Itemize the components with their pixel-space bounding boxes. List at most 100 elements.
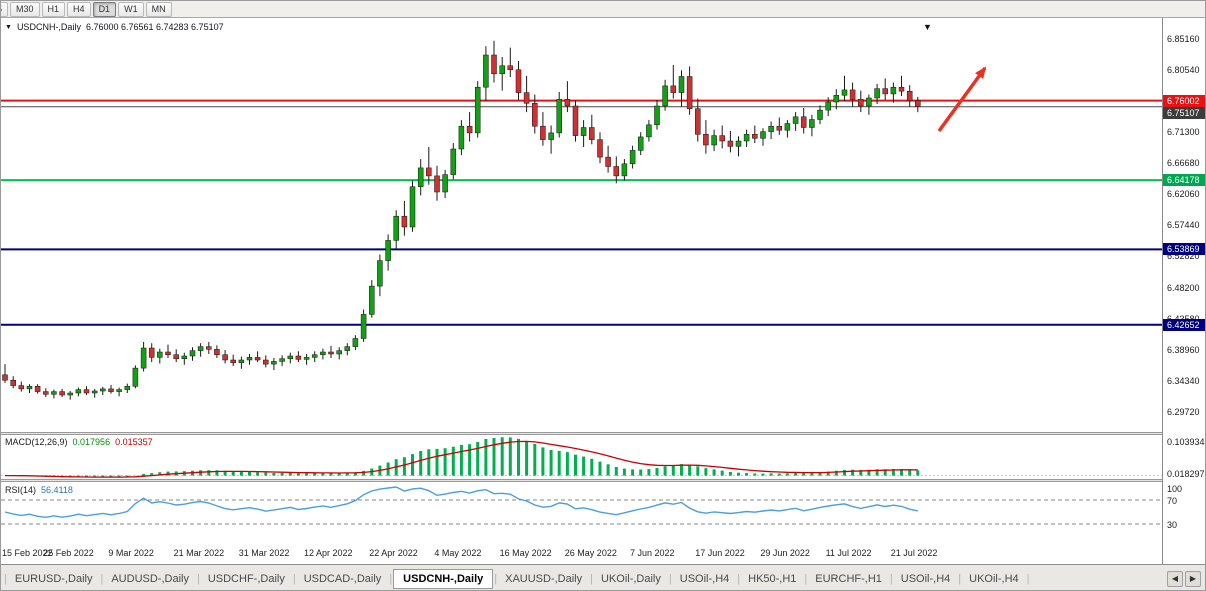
timeframe-button-5[interactable]: 5 [1, 1, 9, 17]
candle [181, 352, 188, 365]
chart-tab-XAUUSDDaily[interactable]: XAUUSD-,Daily [505, 572, 583, 585]
candle [833, 89, 840, 110]
candle [360, 309, 367, 342]
date-tick: 31 Mar 2022 [238, 548, 290, 558]
date-tick: 22 Apr 2022 [369, 548, 418, 558]
chart-tab-USOilH4[interactable]: USOil-,H4 [900, 572, 951, 585]
chart-tab-HK50H1[interactable]: HK50-,H1 [748, 572, 797, 585]
candle [124, 383, 131, 393]
rsi-panel-canvas[interactable] [1, 482, 1162, 542]
chart-tab-UKOilH4[interactable]: UKOil-,H4 [969, 572, 1019, 585]
candle [727, 130, 734, 153]
candle [466, 112, 473, 142]
macd-axis-label: 0.103934 [1167, 437, 1205, 447]
candle [564, 81, 571, 113]
tab-separator: | [4, 572, 7, 585]
rsi-value: 56.4118 [41, 485, 73, 495]
candle [915, 96, 921, 113]
timeframe-button-W1[interactable]: W1 [118, 1, 144, 17]
panel-divider[interactable] [1, 432, 1205, 435]
price-tick: 6.62060 [1167, 189, 1200, 200]
macd-label: MACD(12,26,9) 0.017956 0.015357 [5, 437, 153, 447]
candle [450, 143, 457, 180]
price-tick: 6.57440 [1167, 220, 1200, 231]
chart-symbol-label: USDCNH-,Daily [16, 22, 81, 32]
candle [523, 75, 530, 113]
price-tick: 6.38960 [1167, 344, 1200, 355]
timeframe-button-H1[interactable]: H1 [41, 1, 66, 17]
candle [10, 376, 16, 389]
candle [800, 108, 807, 134]
candle [743, 129, 750, 147]
date-tick: 15 Feb 2022 [2, 548, 53, 558]
candle [43, 388, 49, 397]
candle [222, 350, 228, 364]
candle [279, 355, 285, 367]
candle [866, 94, 872, 115]
chart-tab-AUDUSDDaily[interactable]: AUDUSD-,Daily [111, 572, 189, 585]
candle [695, 98, 701, 142]
price-tick: 6.52820 [1167, 251, 1200, 262]
candle [589, 114, 595, 145]
tab-separator: | [804, 572, 808, 585]
candle [26, 384, 33, 393]
candle [874, 83, 880, 104]
candle [393, 210, 399, 250]
candle [670, 65, 677, 99]
panel-divider[interactable] [1, 479, 1205, 482]
tab-separator: | [292, 572, 296, 585]
candle [629, 145, 636, 169]
candle [654, 100, 660, 130]
macd-main-value: 0.017956 [72, 437, 111, 447]
candle [18, 381, 25, 392]
candle [515, 61, 522, 100]
chart-ohlc-values: 6.76000 6.76561 6.74283 6.75107 [85, 22, 224, 32]
price-axis[interactable]: 6.85160 6.80540 6.71300 6.66680 6.62060 6.574… [1162, 18, 1205, 564]
candle [483, 46, 489, 102]
chart-tab-EURCHFH1[interactable]: EURCHF-,H1 [815, 572, 882, 585]
chart-tab-UKOilDaily[interactable]: UKOil-,Daily [600, 572, 661, 585]
candle [556, 91, 562, 138]
tab-scroll-left-button[interactable]: ◀ [1167, 570, 1183, 587]
candle [157, 348, 163, 364]
timeframe-toolbar: 5M30H1H4D1W1MN [1, 1, 1205, 18]
chart-tab-USDCNHDaily[interactable]: USDCNH-,Daily [393, 568, 494, 589]
timeframe-button-M30[interactable]: M30 [10, 1, 40, 17]
trend-arrow[interactable] [937, 66, 987, 133]
candle [572, 100, 579, 142]
date-axis[interactable]: 15 Feb 2022 25 Feb 2022 9 Mar 2022 21 Mar 2… [1, 542, 1162, 564]
date-tick: 17 Jun 2022 [695, 548, 745, 558]
price-chart-canvas[interactable]: ▼ [1, 18, 1162, 432]
candle [662, 79, 668, 111]
candle [760, 128, 766, 146]
candle [67, 391, 73, 400]
price-badge: 6.42652 [1163, 318, 1205, 331]
tab-scroll-right-button[interactable]: ▶ [1185, 570, 1201, 587]
timeframe-button-MN[interactable]: MN [145, 1, 172, 17]
date-tick: 12 Apr 2022 [304, 548, 353, 558]
candle [59, 388, 65, 397]
candle [34, 384, 41, 394]
chart-tab-USDCHFDaily[interactable]: USDCHF-,Daily [207, 572, 285, 585]
price-tick: 6.85160 [1167, 34, 1200, 45]
tab-separator: | [590, 572, 593, 585]
candle [344, 343, 351, 356]
price-badge: 6.76002 [1163, 94, 1205, 107]
date-tick: 25 Feb 2022 [43, 548, 94, 558]
candle [83, 386, 90, 395]
candle [132, 365, 139, 389]
candle [108, 384, 114, 394]
tab-separator: | [668, 572, 672, 585]
date-tick: 21 Mar 2022 [173, 548, 225, 558]
timeframe-button-D1[interactable]: D1 [92, 1, 117, 17]
chart-tab-USDCADDaily[interactable]: USDCAD-,Daily [303, 572, 382, 585]
candle [303, 354, 310, 365]
macd-panel-canvas[interactable] [1, 435, 1162, 479]
chart-tab-USOilH4[interactable]: USOil-,H4 [679, 572, 730, 585]
chart-tab-EURUSDDaily[interactable]: EURUSD-,Daily [14, 572, 93, 585]
candle [491, 40, 497, 83]
timeframe-button-H4[interactable]: H4 [67, 1, 91, 17]
candle [711, 129, 717, 152]
candle [377, 254, 383, 297]
chevron-down-icon[interactable]: ▼ [5, 23, 12, 31]
